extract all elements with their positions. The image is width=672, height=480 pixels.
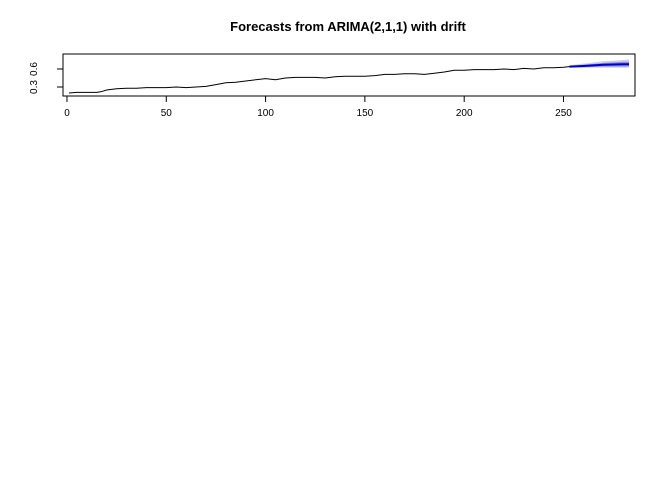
plot-frame [62,53,636,97]
y-axis: 0.30.6 [29,62,64,94]
x-tick-label: 0 [64,108,70,119]
x-tick-label: 150 [357,108,374,119]
y-tick-label: 0.6 [29,62,40,76]
observed-series-line [68,66,570,94]
x-tick-label: 250 [555,108,572,119]
x-tick-label: 50 [161,108,173,119]
plot-area [68,59,630,94]
chart-title: Forecasts from ARIMA(2,1,1) with drift [230,19,466,34]
x-tick-label: 200 [456,108,473,119]
y-tick-label: 0.3 [29,80,40,94]
x-axis: 0 50 100 150 200 250 [64,95,572,119]
x-tick-label: 100 [257,108,274,119]
forecast-mean-line [569,63,630,68]
